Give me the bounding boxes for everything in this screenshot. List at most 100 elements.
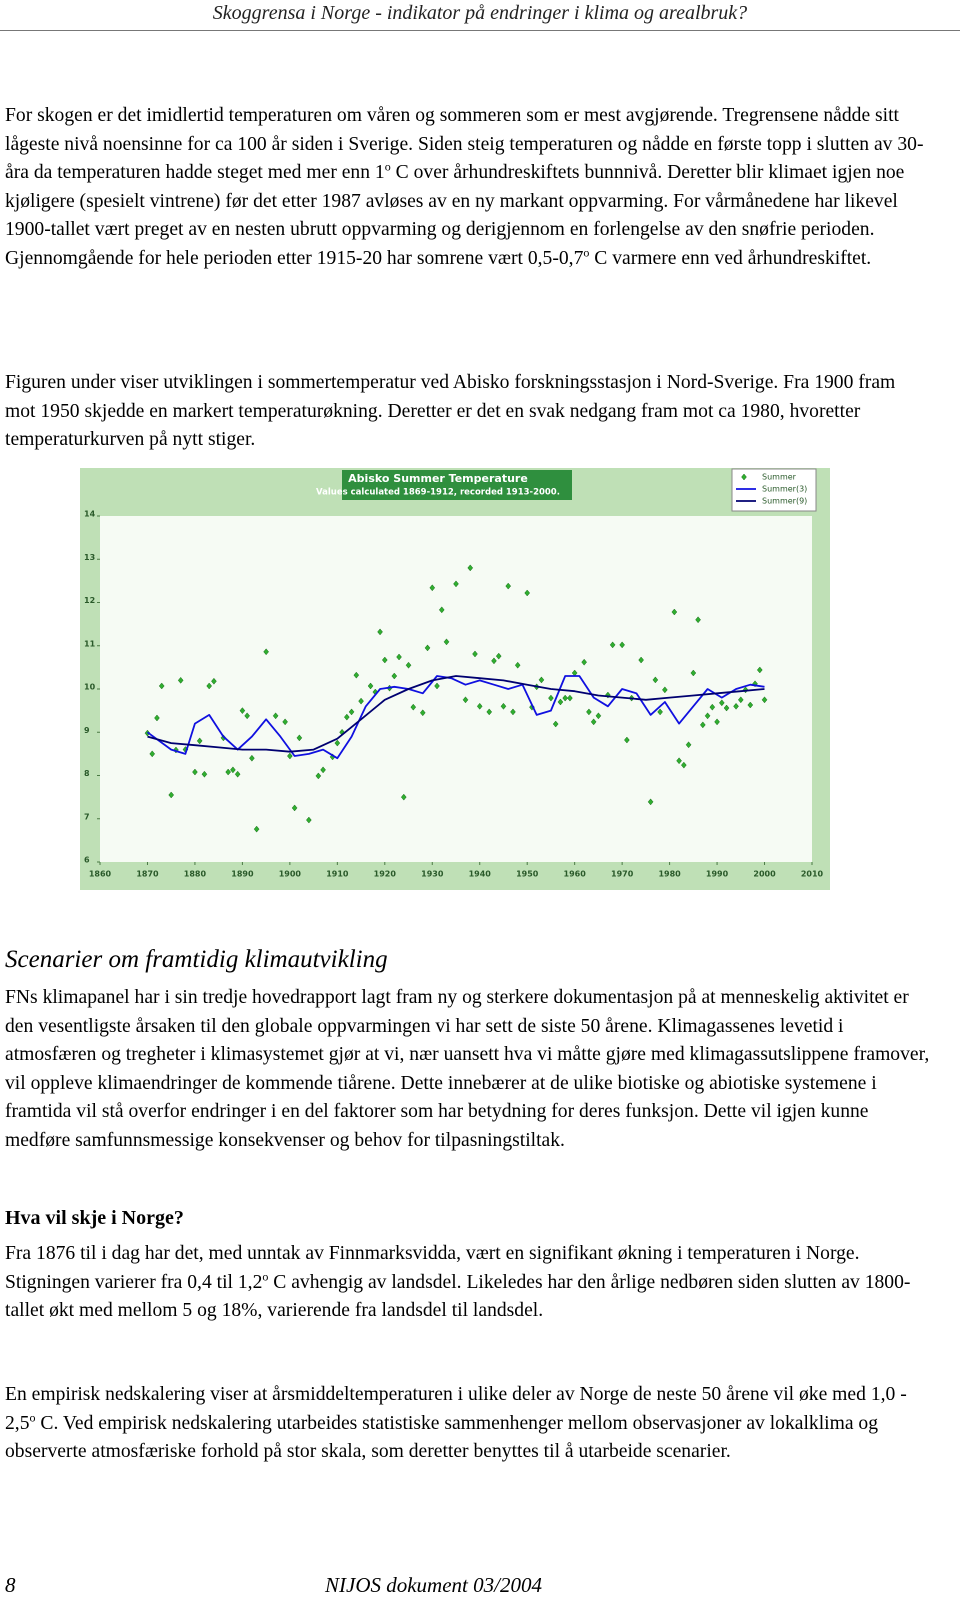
header-rule — [0, 30, 960, 31]
data-point — [761, 696, 768, 704]
text-run: C over århundreskiftets bunnnivå. Derett… — [5, 162, 905, 269]
data-point — [505, 582, 512, 590]
superscript: o — [262, 1268, 269, 1283]
running-header: Skoggrensa i Norge - indikator på endrin… — [212, 2, 748, 24]
data-point — [249, 754, 255, 762]
data-point — [467, 564, 474, 572]
data-point — [741, 473, 747, 481]
data-point — [244, 712, 250, 720]
data-point — [472, 650, 478, 658]
data-point — [358, 697, 364, 705]
subheading: Hva vil skje i Norge? — [5, 1207, 184, 1229]
data-point — [756, 666, 763, 674]
data-point — [590, 718, 597, 726]
paragraph: En empirisk nedskalering viser at årsmid… — [5, 1381, 930, 1467]
y-tick-label: 12 — [84, 596, 95, 605]
data-point — [377, 628, 383, 636]
data-point — [282, 718, 288, 726]
chart-title: Abisko Summer Temperature — [348, 472, 528, 485]
data-point — [657, 708, 663, 716]
data-point — [495, 652, 502, 660]
data-point — [196, 737, 203, 745]
data-point — [211, 677, 217, 685]
data-point — [548, 694, 554, 702]
paragraph: FNs klimapanel har i sin tredje hovedrap… — [5, 984, 930, 1155]
x-tick-label: 1940 — [469, 870, 492, 879]
data-point — [524, 589, 531, 597]
data-point — [581, 658, 587, 666]
data-point — [400, 793, 407, 801]
data-point — [619, 641, 625, 649]
data-point — [510, 708, 516, 716]
data-point — [685, 741, 692, 749]
data-point — [225, 768, 231, 776]
superscript: o — [29, 1409, 36, 1424]
data-point — [538, 676, 545, 684]
text-run: C. Ved empirisk nedskalering utarbeides … — [5, 1412, 879, 1463]
x-tick-label: 1900 — [279, 870, 302, 879]
plot-area — [100, 516, 812, 862]
data-point — [192, 768, 198, 776]
data-point — [747, 701, 754, 709]
data-point — [306, 816, 312, 824]
data-point — [681, 761, 687, 769]
data-point — [695, 616, 701, 624]
legend-label: Summer — [762, 473, 797, 482]
legend-label: Summer(9) — [762, 497, 807, 506]
y-tick-label: 10 — [84, 683, 96, 692]
data-point — [177, 676, 184, 684]
x-tick-label: 1980 — [658, 870, 681, 879]
data-point — [714, 718, 720, 726]
data-line — [147, 675, 765, 753]
data-point — [344, 713, 350, 721]
data-point — [253, 825, 260, 833]
data-point — [381, 656, 388, 664]
data-point — [154, 714, 160, 722]
x-tick-label: 2010 — [801, 870, 824, 879]
text-run: For skogen er det imidlertid temperature… — [5, 105, 924, 183]
page-number: 8 — [5, 1573, 16, 1597]
legend: Summer Summer(3) Summer(9) — [731, 468, 817, 512]
data-point — [690, 669, 697, 677]
data-point — [723, 704, 730, 712]
data-point — [272, 712, 279, 720]
data-point — [291, 804, 298, 812]
legend-label: Summer(3) — [762, 485, 807, 494]
data-point — [704, 712, 711, 720]
data-point — [287, 752, 293, 760]
data-point — [652, 676, 659, 684]
data-point — [206, 682, 212, 690]
data-point — [737, 696, 744, 704]
text-run: C varmere enn ved århundreskiftet. — [589, 247, 872, 269]
x-tick-label: 1880 — [184, 870, 207, 879]
superscript: o — [583, 244, 590, 259]
data-point — [486, 708, 493, 716]
x-tick-label: 1950 — [516, 870, 539, 879]
data-point — [296, 734, 303, 742]
y-tick-label: 11 — [84, 639, 96, 648]
data-point — [353, 671, 360, 679]
chart-subtitle: Values calculated 1869-1912, recorded 19… — [316, 488, 560, 498]
data-point — [438, 606, 445, 614]
data-point — [429, 584, 436, 592]
data-point — [320, 766, 326, 774]
text-run: En empirisk nedskalering viser at årsmid… — [5, 1384, 907, 1434]
data-point — [567, 694, 573, 702]
text-run: Figuren under viser utviklingen i sommer… — [5, 372, 896, 450]
document-id: NIJOS dokument 03/2004 — [325, 1573, 542, 1597]
text-run: C avhengig av landsdel. Likeledes har de… — [5, 1271, 911, 1322]
data-point — [462, 696, 469, 704]
data-point — [624, 736, 630, 744]
data-point — [158, 682, 165, 690]
paragraph: Figuren under viser utviklingen i sommer… — [5, 369, 930, 455]
data-point — [405, 661, 412, 669]
paragraph: For skogen er det imidlertid temperature… — [5, 102, 930, 273]
data-point — [638, 656, 644, 664]
data-point — [443, 638, 450, 646]
text-run: FNs klimapanel har i sin tredje hovedrap… — [5, 987, 930, 1151]
data-point — [586, 708, 592, 716]
y-tick-label: 14 — [84, 510, 96, 519]
y-tick-label: 8 — [84, 769, 90, 778]
data-point — [609, 641, 616, 649]
x-tick-label: 1990 — [706, 870, 729, 879]
